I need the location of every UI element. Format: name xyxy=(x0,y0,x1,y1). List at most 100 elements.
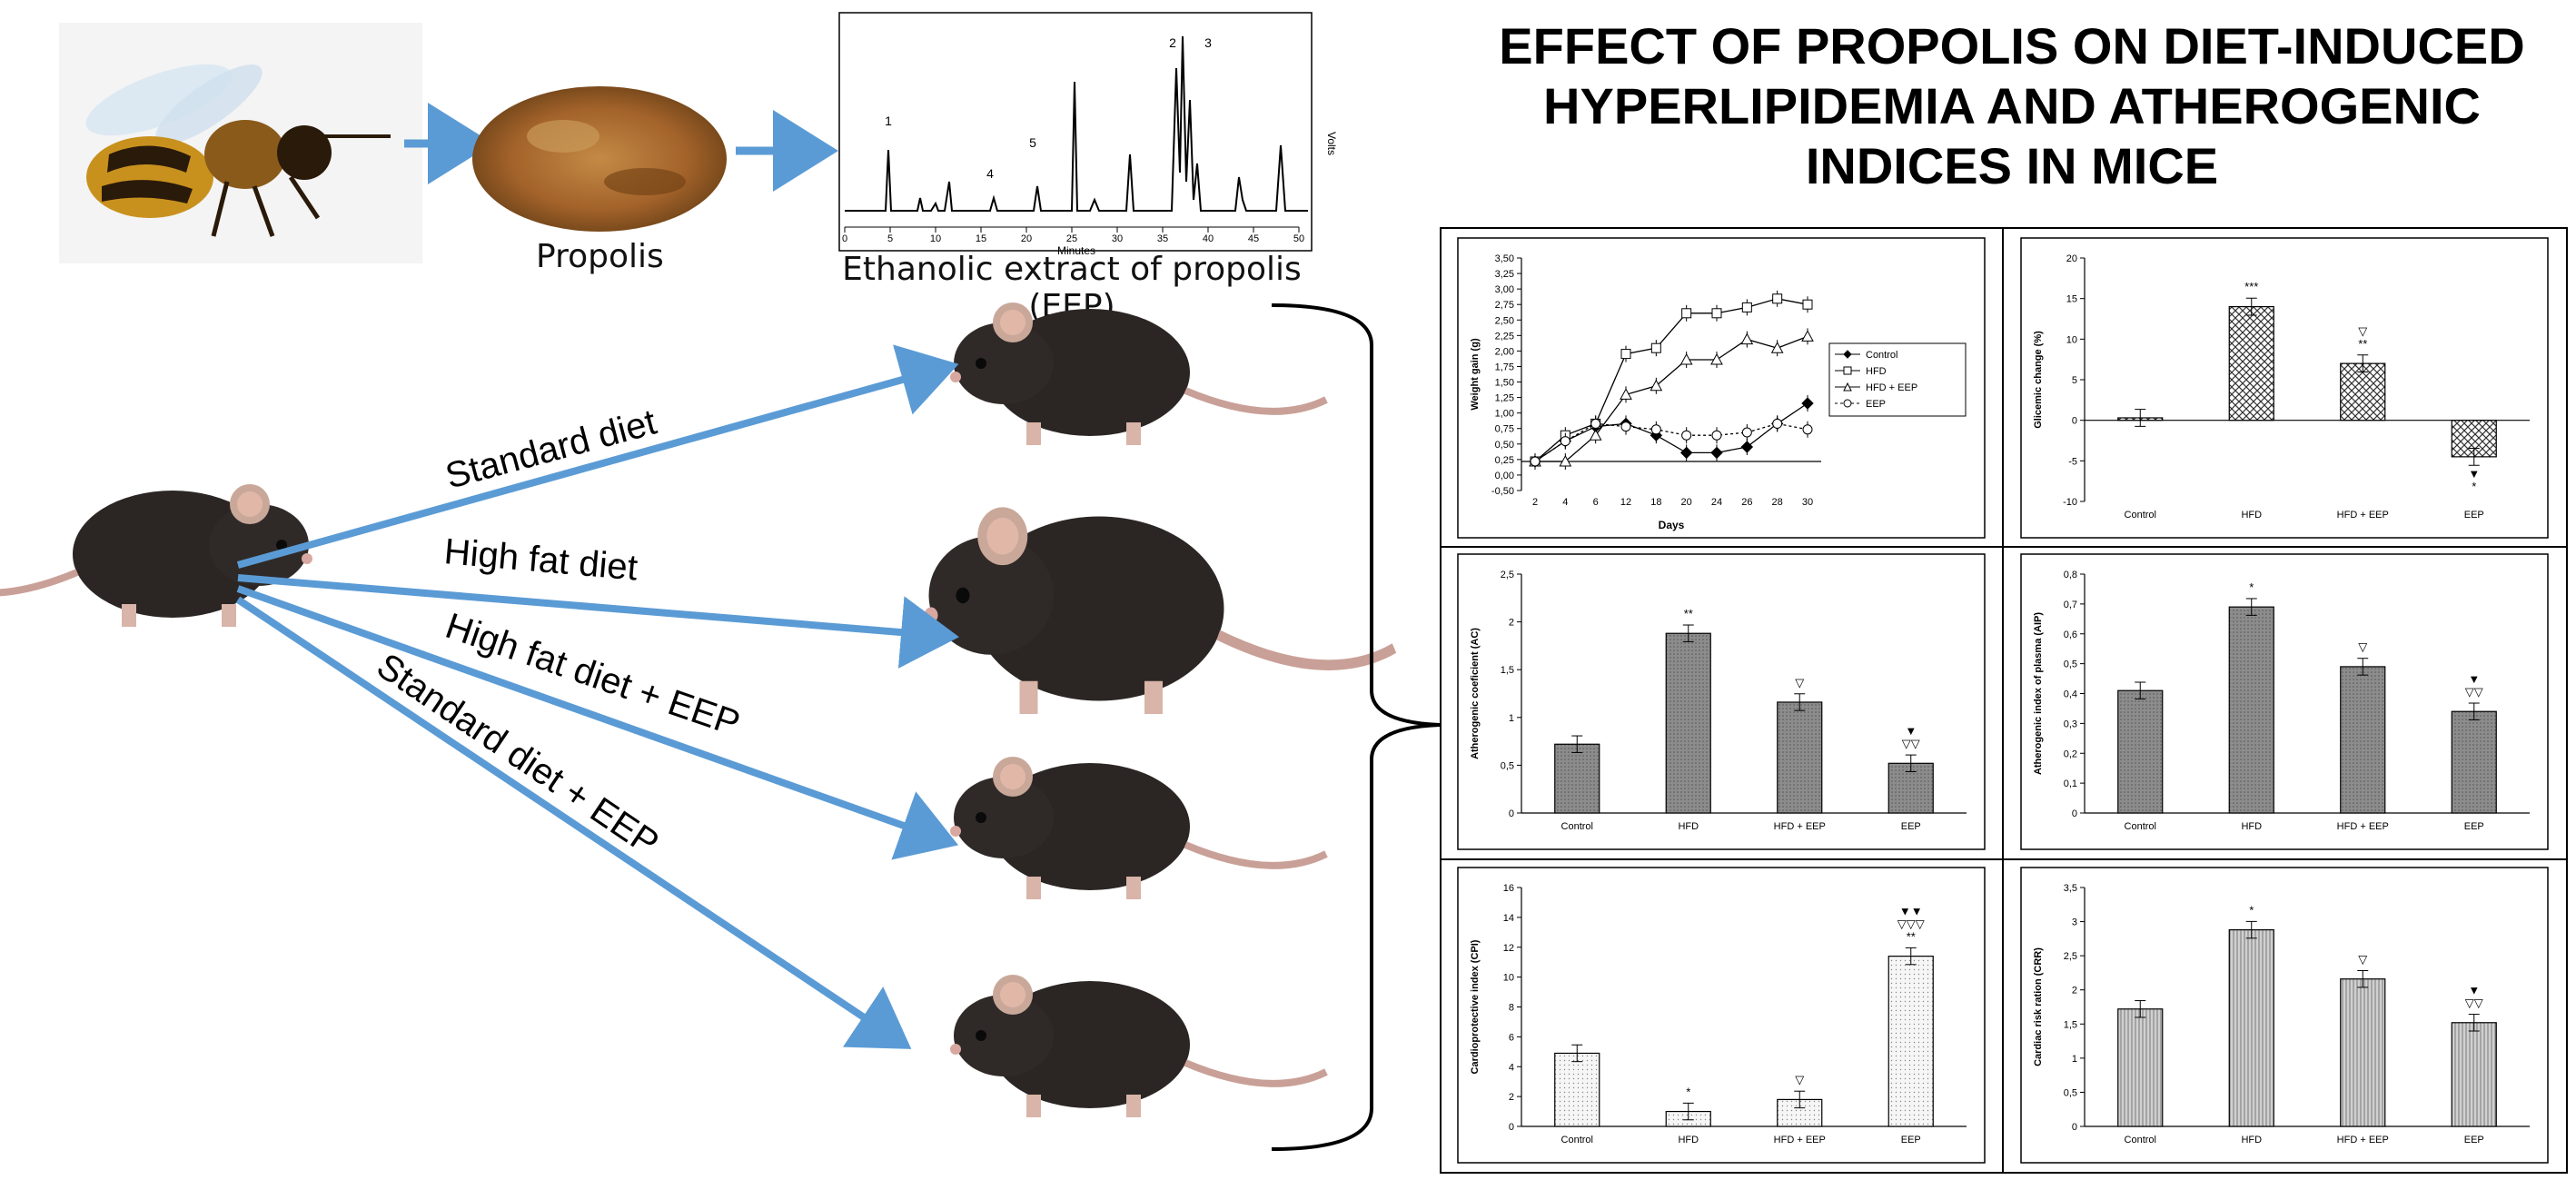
y-tick-label: 16 xyxy=(1503,883,1514,894)
propolis-label: Propolis xyxy=(536,238,664,275)
y-tick-label: 2,00 xyxy=(1495,346,1514,357)
y-tick-label: 0,3 xyxy=(2064,719,2077,729)
diet-arrow xyxy=(236,344,959,569)
y-tick-label: 0,8 xyxy=(2064,570,2077,580)
x-tick-label: HFD + EEP xyxy=(2337,821,2389,832)
x-tick-label: EEP xyxy=(2464,510,2484,521)
significance-marker: ** xyxy=(2358,337,2367,351)
y-tick-label: 2,50 xyxy=(1495,315,1514,326)
x-tick-label: HFD xyxy=(1678,1135,1699,1145)
y-tick-label: 15 xyxy=(2066,294,2077,305)
data-point xyxy=(1650,379,1663,392)
y-tick-label: 3,25 xyxy=(1495,269,1514,280)
data-point xyxy=(1620,388,1632,400)
y-tick-label: 2 xyxy=(1509,618,1514,629)
y-tick-label: 1,5 xyxy=(1501,665,1514,676)
x-tick-label: 30 xyxy=(1802,497,1813,508)
y-tick-label: 3 xyxy=(2072,917,2077,928)
bee-illustration xyxy=(59,23,422,263)
y-tick-label: 0 xyxy=(2072,1122,2077,1133)
y-tick-label: 3,50 xyxy=(1495,253,1514,264)
mouse-standard-diet-eep xyxy=(950,975,1326,1117)
significance-marker: ▼▼ xyxy=(1899,904,1923,917)
x-tick-label: HFD xyxy=(2241,510,2262,521)
bar xyxy=(2117,689,2164,814)
data-point xyxy=(1650,342,1661,353)
y-tick-label: 0,4 xyxy=(2064,689,2077,700)
significance-marker: ▼ xyxy=(2468,672,2480,686)
legend-marker xyxy=(1843,399,1852,408)
significance-marker: * xyxy=(2249,903,2254,917)
diet-arrow xyxy=(236,585,959,860)
peak-label: 1 xyxy=(885,114,892,128)
group-brace xyxy=(1271,303,1441,1151)
x-tick-label: Control xyxy=(2125,821,2156,832)
x-tick-label: 26 xyxy=(1741,497,1752,508)
chromatogram-tick-label: 50 xyxy=(1293,233,1304,244)
chart-panel: 0 0,5 1 1,5 2 2,5 3 3,5 Cardiac risk ration (CRR… xyxy=(2020,867,2549,1164)
legend-label: EEP xyxy=(1866,399,1886,410)
x-tick-label: EEP xyxy=(2464,821,2484,832)
significance-marker: ▼ xyxy=(1905,724,1917,738)
data-point xyxy=(1710,446,1723,460)
bar xyxy=(1554,1052,1600,1127)
y-tick-label: 20 xyxy=(2066,253,2077,264)
data-point xyxy=(1802,424,1813,435)
data-point xyxy=(1589,429,1602,441)
y-tick-label: 0,6 xyxy=(2064,630,2077,640)
bar xyxy=(2340,978,2386,1127)
y-tick-label: 8 xyxy=(1509,1003,1514,1014)
data-point xyxy=(1801,330,1814,342)
chromatogram-tick-label: 15 xyxy=(976,233,986,244)
y-tick-label: 2 xyxy=(2072,986,2077,997)
x-tick-label: HFD xyxy=(1678,821,1699,832)
data-point xyxy=(1650,424,1661,435)
bar xyxy=(2451,710,2497,814)
x-tick-label: HFD xyxy=(2241,821,2262,832)
data-point xyxy=(1679,352,1693,365)
significance-marker: ▼ xyxy=(2468,984,2480,997)
peak-label: 2 xyxy=(1169,35,1176,50)
chromatogram-x-ticks: 0 5 10 15 20 25 30 35 40 45 50 xyxy=(842,226,1304,244)
y-tick-label: 0,00 xyxy=(1495,471,1514,481)
significance-marker: ▽ xyxy=(2358,640,2367,654)
legend-label: HFD + EEP xyxy=(1866,382,1917,393)
peak-label: 3 xyxy=(1204,35,1212,50)
significance-marker: ▽▽ xyxy=(2465,997,2483,1010)
significance-marker: ▽ xyxy=(2358,324,2367,338)
data-point xyxy=(1590,418,1601,429)
chart-panel: -10 -5 0 5 10 15 20 Glicemic change (%) Control H… xyxy=(2020,237,2549,539)
legend-label: Control xyxy=(1866,350,1897,361)
data-point xyxy=(1560,436,1570,447)
y-tick-label: 1,25 xyxy=(1495,393,1514,404)
y-tick-label: 1 xyxy=(1509,713,1514,724)
y-axis-label: Weight gain (g) xyxy=(1470,338,1481,411)
significance-marker: *** xyxy=(2244,280,2258,293)
data-point xyxy=(1741,302,1752,312)
series-line xyxy=(1534,422,1808,462)
y-tick-label: 0,25 xyxy=(1495,455,1514,466)
chart-panel: 0 2 4 6 8 10 12 14 16 Cardioprotective index (CPI… xyxy=(1457,867,1986,1164)
diet-arrow xyxy=(235,596,912,1049)
significance-marker: ** xyxy=(1907,929,1916,943)
bar xyxy=(1665,632,1711,814)
y-tick-label: 0 xyxy=(2072,808,2077,819)
mouse-standard-diet xyxy=(950,302,1326,445)
y-tick-label: 0,2 xyxy=(2064,749,2077,759)
y-tick-label: 0,50 xyxy=(1495,440,1514,451)
x-tick-label: Control xyxy=(1561,821,1593,832)
legend-label: HFD xyxy=(1866,366,1887,377)
chromatogram-xlabel: Minutes xyxy=(1057,244,1095,257)
x-tick-label: 20 xyxy=(1681,497,1692,508)
data-point xyxy=(1711,430,1722,441)
y-tick-label: 2,25 xyxy=(1495,331,1514,342)
bar xyxy=(1777,701,1823,814)
series-line xyxy=(1534,298,1808,462)
data-point xyxy=(1772,293,1783,304)
bar xyxy=(2117,1008,2164,1127)
y-tick-label: 4 xyxy=(1509,1062,1514,1073)
legend-marker xyxy=(1843,350,1852,359)
bar xyxy=(2228,928,2274,1127)
y-tick-label: 5 xyxy=(2072,375,2077,386)
chromatogram-tick-label: 10 xyxy=(930,233,941,244)
